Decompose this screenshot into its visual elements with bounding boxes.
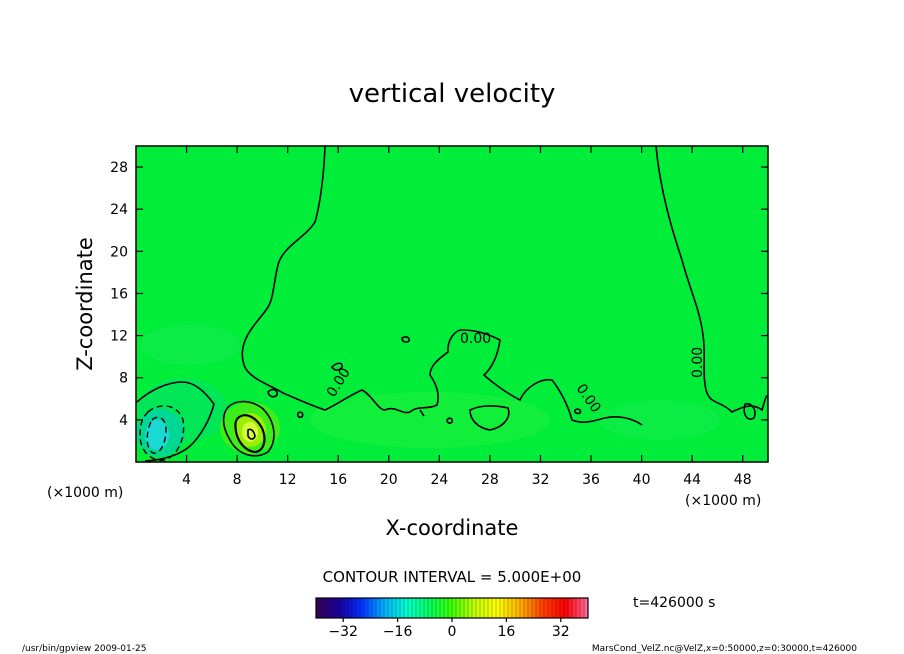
negative-contour-outer — [139, 405, 185, 461]
shade-faint-3 — [600, 400, 720, 440]
y-tick-label: 28 — [110, 160, 128, 176]
contour-closed-1 — [469, 405, 510, 431]
contour-tick-1 — [419, 409, 425, 417]
y-tick-label: 20 — [110, 244, 128, 260]
x-tick-label: 24 — [430, 472, 448, 488]
shade-negative-core — [145, 420, 169, 450]
y-tick-label: 12 — [110, 329, 128, 345]
y-tick-label: 4 — [119, 413, 128, 429]
colorbar-tick-label: 32 — [552, 624, 570, 640]
x-tick-label: 40 — [633, 472, 651, 488]
contour-label: 0.00 — [460, 331, 491, 347]
x-unit-label-right: (×1000 m) — [685, 493, 761, 509]
x-tick-label: 12 — [279, 472, 297, 488]
x-tick-label: 20 — [380, 472, 398, 488]
contour-island-5 — [574, 408, 582, 415]
colorbar-ticks: −32 −16 0 16 32 — [328, 618, 570, 640]
positive-contour-core — [247, 428, 256, 440]
x-axis-title: X-coordinate — [386, 516, 519, 540]
y-axis: 4 8 12 16 20 24 28 — [110, 160, 768, 429]
shade-faint-2 — [310, 392, 550, 448]
contour-island-1 — [331, 362, 343, 371]
time-label: t=426000 s — [633, 595, 715, 611]
positive-contour-outer — [222, 400, 275, 457]
negative-contour-inner — [146, 416, 167, 454]
colorbar-tick-label: −32 — [328, 624, 358, 640]
contour-lines — [136, 145, 769, 462]
zero-contour-main — [241, 145, 643, 426]
shade-faint-1 — [140, 325, 240, 365]
colorbar-tick-label: 16 — [497, 624, 515, 640]
x-tick-label: 16 — [329, 472, 347, 488]
y-tick-label: 24 — [110, 202, 128, 218]
contour-interval-label: CONTOUR INTERVAL = 5.000E+00 — [323, 568, 582, 586]
chart-title: vertical velocity — [349, 79, 556, 109]
x-tick-label: 48 — [734, 472, 752, 488]
contour-label: 0.00 — [690, 347, 706, 378]
contour-closed-2 — [743, 402, 756, 420]
x-tick-label: 32 — [532, 472, 550, 488]
y-axis-title: Z-coordinate — [73, 237, 97, 371]
x-tick-label: 4 — [182, 472, 191, 488]
x-tick-label: 44 — [683, 472, 701, 488]
y-tick-label: 8 — [119, 371, 128, 387]
x-unit-label-left: (×1000 m) — [47, 485, 123, 501]
colorbar-tick-label: −16 — [383, 624, 413, 640]
x-axis: 4 8 12 16 20 24 28 32 36 40 44 48 — [182, 146, 752, 488]
contour-island-4 — [296, 411, 304, 419]
zero-contour-left — [136, 381, 215, 462]
negative-contours — [139, 405, 185, 461]
plot-frame — [135, 145, 769, 463]
x-tick-label: 28 — [481, 472, 499, 488]
colorbar — [315, 597, 589, 619]
y-tick-label: 16 — [110, 286, 128, 302]
contour-island-2 — [401, 336, 410, 343]
colorbar-tick-label: 0 — [448, 624, 457, 640]
x-tick-label: 8 — [233, 472, 242, 488]
x-tick-label: 36 — [582, 472, 600, 488]
positive-contour-inner — [234, 414, 266, 454]
plot-area: 0.00 0.00 0.00 0.00 — [135, 145, 769, 463]
footer-right: MarsCond_VelZ.nc@VelZ,x=0:50000,z=0:3000… — [592, 644, 857, 654]
contour-island-3 — [267, 388, 278, 398]
footer-left: /usr/bin/gpview 2009-01-25 — [22, 644, 146, 654]
contour-island-6 — [446, 417, 453, 424]
zero-contour-right — [655, 145, 769, 413]
